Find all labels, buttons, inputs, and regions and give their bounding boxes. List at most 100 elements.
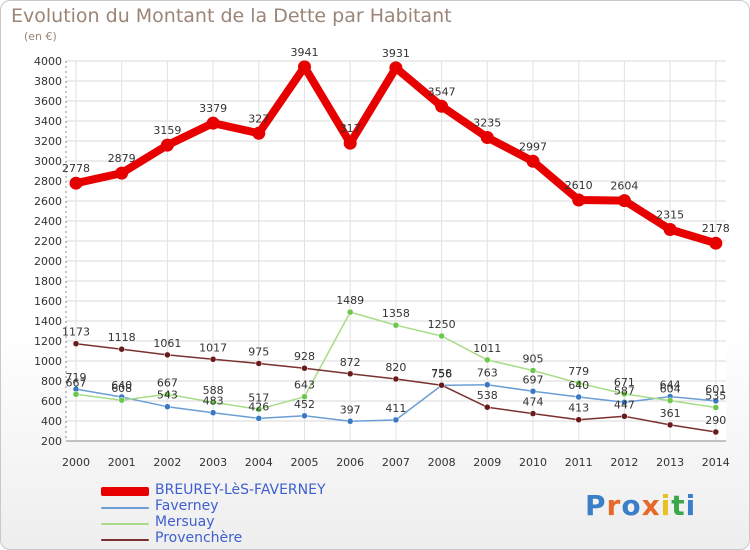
data-point [709,236,723,250]
data-label: 517 [248,391,269,404]
data-point [529,410,537,417]
logo-letter: i [685,489,697,522]
data-label: 2610 [565,179,593,192]
legend-swatch [101,539,149,541]
data-label: 3235 [473,117,501,130]
chart-title: Evolution du Montant de la Dette par Hab… [11,5,452,27]
data-point [160,138,174,152]
data-label: 413 [568,402,589,415]
x-tick-label: 2004 [245,456,273,469]
data-label: 538 [477,389,498,402]
y-tick-label: 1600 [34,295,62,308]
data-label: 1250 [428,318,456,331]
y-tick-label: 1200 [34,335,62,348]
data-point [392,321,400,329]
legend-label: BREUREY-LèS-FAVERNEY [155,482,326,498]
data-label: 397 [340,403,361,416]
data-label: 1011 [473,342,501,355]
data-point [621,390,628,398]
data-label: 820 [385,361,406,374]
proxiti-logo: Proxiti [585,489,696,522]
logo-letter: o [621,489,642,522]
y-tick-label: 3400 [34,115,62,128]
data-label: 474 [523,396,544,409]
data-label: 588 [203,384,224,397]
data-point [252,126,266,140]
x-tick-label: 2008 [428,456,456,469]
logo-letter: t [671,489,686,522]
legend-item: Provenchère [101,530,401,548]
data-label: 779 [568,365,589,378]
data-label: 361 [660,407,681,420]
data-point [392,416,400,424]
data-point [712,404,720,411]
legend-item: Faverney [101,498,401,516]
x-tick-label: 2005 [291,456,319,469]
data-point [575,379,582,387]
y-tick-label: 2800 [34,175,62,188]
data-label: 1118 [108,331,136,344]
data-label: 763 [477,367,498,380]
y-tick-label: 2400 [34,215,62,228]
x-tick-label: 2001 [108,456,136,469]
data-point [484,403,491,411]
data-point [346,370,354,378]
data-label: 667 [66,376,87,389]
data-label: 601 [705,383,726,396]
data-label: 483 [203,395,224,408]
data-point [209,356,217,363]
data-point [255,360,263,367]
legend-swatch [101,523,149,525]
data-label: 1173 [62,326,90,339]
x-tick-label: 2010 [519,456,547,469]
y-tick-label: 2200 [34,235,62,248]
y-tick-label: 3000 [34,155,62,168]
chart-subtitle: (en €) [24,30,57,43]
data-point [346,308,354,316]
data-label: 2778 [62,162,90,175]
legend-label: Mersuay [155,514,215,530]
data-label: 426 [248,400,269,413]
data-label: 587 [614,384,635,397]
y-tick-label: 3800 [34,75,62,88]
data-label: 697 [523,373,544,386]
data-label: 1358 [382,307,410,320]
data-label: 905 [523,353,544,366]
data-point [480,131,494,144]
x-tick-label: 2007 [382,456,410,469]
data-point [663,223,677,236]
legend-item: Mersuay [101,514,401,532]
data-label: 644 [660,379,681,392]
data-label: 317 [340,122,361,135]
data-point [301,412,308,420]
data-point [666,397,674,404]
data-point [621,413,628,420]
data-label: 1489 [336,294,364,307]
data-label: 327 [248,112,269,125]
data-label: 3159 [153,124,181,137]
data-label: 2315 [656,209,684,222]
data-label: 2997 [519,140,547,153]
logo-letter: i [660,489,672,522]
data-point [72,340,80,347]
data-label: 3379 [199,102,227,115]
x-tick-label: 2013 [656,456,684,469]
data-label: 447 [614,398,635,411]
data-point [346,418,354,425]
x-tick-label: 2011 [565,456,593,469]
x-tick-label: 2006 [336,456,364,469]
data-label: 872 [340,356,361,369]
data-label: 3941 [291,46,319,59]
data-point [118,396,125,404]
data-label: 608 [111,382,132,395]
logo-letter: x [641,489,661,522]
data-label: 411 [385,402,406,415]
data-point [164,403,171,410]
data-label: 3547 [428,85,456,98]
logo-letter: P [585,489,607,522]
data-point [435,99,449,113]
data-point [529,388,537,395]
x-tick-label: 2012 [610,456,638,469]
data-label: 975 [248,346,269,359]
